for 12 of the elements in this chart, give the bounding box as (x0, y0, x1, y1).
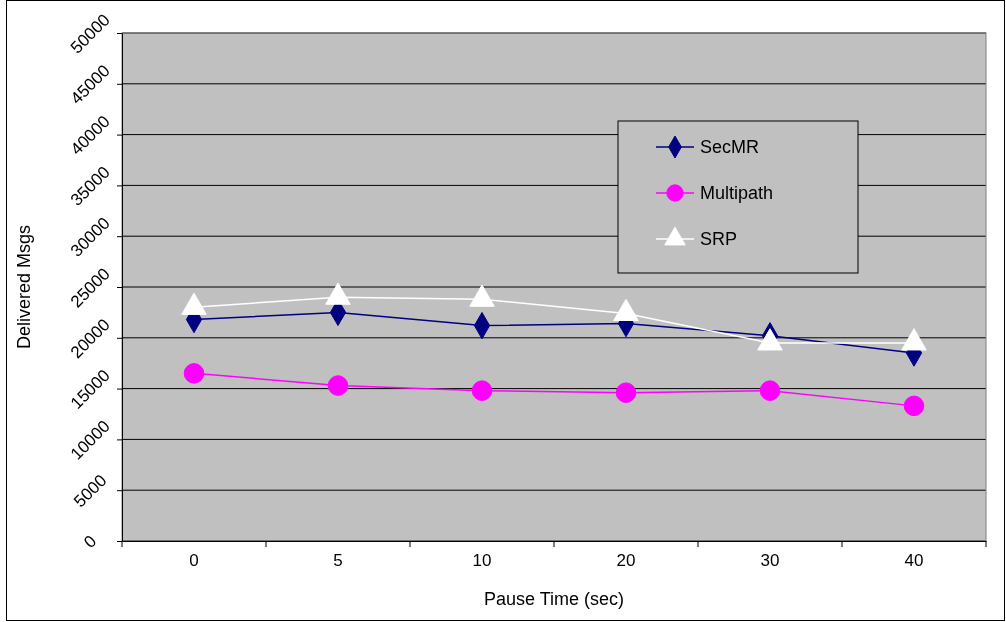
x-tick-label: 40 (904, 551, 924, 571)
legend-label: Multipath (700, 183, 774, 203)
x-axis-title: Pause Time (sec) (483, 589, 625, 609)
x-tick-label: 5 (333, 551, 343, 571)
legend-label: SecMR (700, 137, 760, 157)
x-tick-label: 20 (616, 551, 636, 571)
x-tick-label: 30 (760, 551, 780, 571)
legend-label: SRP (700, 229, 738, 249)
y-axis-title: Delivered Msgs (14, 224, 34, 350)
x-tick-label: 0 (189, 551, 199, 571)
x-tick-label: 10 (472, 551, 492, 571)
y-tick-label: 0 (80, 531, 101, 552)
